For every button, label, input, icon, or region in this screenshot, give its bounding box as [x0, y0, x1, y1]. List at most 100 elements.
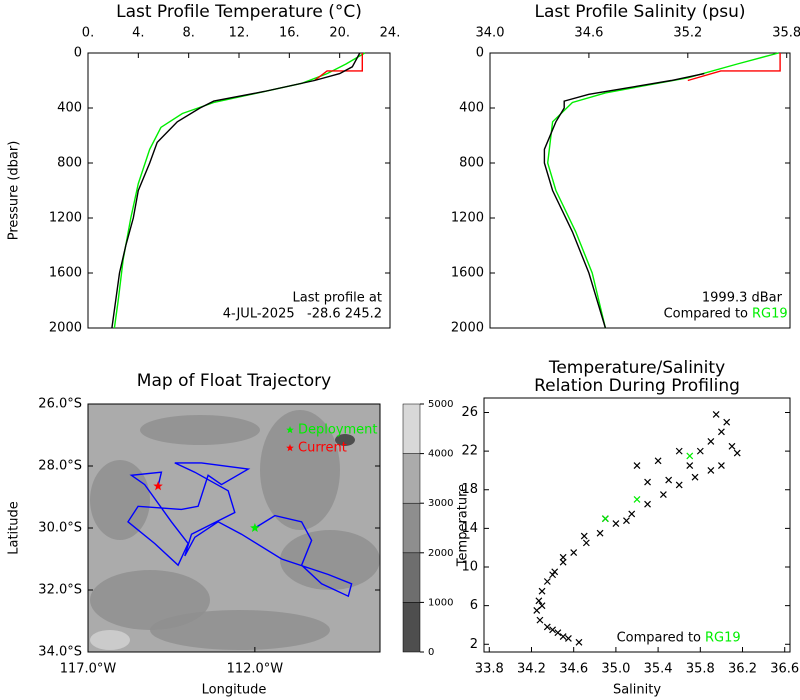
- y-tick-label: 1200: [49, 211, 82, 226]
- panel: 0 1000 2000 3000 4000 5000 Map of Float Trajec…: [7, 371, 454, 698]
- legend-label: Deployment: [298, 423, 378, 438]
- trajectory: [127, 462, 353, 598]
- x-tick-label: 35.2: [673, 26, 702, 41]
- bathymetry-patch: [280, 530, 380, 590]
- scatter-point: [559, 553, 567, 561]
- scatter-point: [707, 467, 715, 474]
- scatter-point: [717, 428, 725, 436]
- x-tick-label: 35.0: [601, 662, 630, 677]
- bathymetry-patch: [260, 410, 340, 530]
- scatter-point: [644, 478, 651, 486]
- x-tick-label: 35.4: [644, 662, 673, 677]
- chart-title: Temperature/Salinity: [548, 358, 725, 378]
- colorbar-tick-label: 3000: [428, 498, 453, 509]
- scatter-point: [538, 602, 546, 610]
- legend-label: Current: [298, 441, 347, 456]
- annotation: 4-JUL-2025 -28.6 245.2: [223, 307, 382, 322]
- scatter-point: [612, 520, 620, 527]
- y-tick-label: 1200: [451, 211, 484, 226]
- colorbar-band: [402, 502, 421, 554]
- scatter-point: [644, 500, 651, 508]
- y-tick-label: 1600: [49, 266, 82, 281]
- y-axis-label: Temperature: [456, 484, 471, 567]
- scatter-point: [596, 529, 604, 537]
- scatter-point: [691, 473, 699, 481]
- reference-label: RG19: [752, 307, 788, 322]
- scatter-point: [536, 616, 544, 624]
- bathymetry-patch: [90, 460, 150, 540]
- scatter-point: [723, 418, 731, 426]
- colorbar-tick-label: 1000: [428, 597, 453, 608]
- y-tick-label: 6: [470, 598, 478, 613]
- scatter-point: [633, 495, 641, 503]
- y-tick-label: 32.0°S: [38, 583, 82, 598]
- bathymetry-patch: [140, 415, 260, 445]
- y-tick-label: 34.0°S: [38, 645, 82, 660]
- scatter-point: [575, 638, 583, 646]
- scatter-point: [623, 517, 630, 525]
- x-tick-label: 20.: [329, 26, 350, 41]
- y-tick-label: 30.0°S: [38, 521, 82, 536]
- x-tick-label: 34.6: [574, 26, 603, 41]
- profile-line: [687, 53, 781, 82]
- colorbar-tick-label: 2000: [428, 548, 453, 559]
- colorbar-band: [402, 552, 421, 603]
- scatter-point: [543, 623, 551, 631]
- annotation: Compared to: [664, 307, 748, 322]
- scatter-point: [533, 607, 541, 614]
- chart-title: Last Profile Salinity (psu): [534, 2, 745, 22]
- x-tick-label: 36.6: [770, 662, 799, 677]
- chart-title: Relation During Profiling: [534, 376, 740, 396]
- y-axis-label: Latitude: [7, 501, 22, 555]
- y-axis-label: Pressure (dbar): [7, 141, 22, 241]
- scatter-point: [633, 462, 641, 470]
- x-tick-label: 117.0°W: [60, 662, 117, 677]
- scatter-point: [717, 462, 725, 470]
- scatter-point: [686, 452, 694, 460]
- bathymetry-patch: [335, 434, 355, 446]
- x-tick-label: 8.: [182, 26, 194, 41]
- scatter-point: [543, 578, 551, 585]
- x-tick-label: 112.0°W: [227, 662, 284, 677]
- y-tick-label: 2000: [451, 321, 484, 336]
- scatter-point: [538, 587, 546, 595]
- x-tick-label: 34.2: [517, 662, 546, 677]
- y-tick-label: 800: [57, 156, 82, 171]
- colorbar-tick-label: 5000: [428, 399, 453, 410]
- y-tick-label: 28.0°S: [38, 459, 82, 474]
- panel: Last Profile Salinity (psu) 34.0 34.6 35.2 3…: [451, 2, 800, 336]
- scatter-point: [686, 462, 694, 470]
- scatter-point: [601, 515, 609, 523]
- annotation: Compared to: [617, 631, 701, 646]
- scatter-point: [696, 447, 704, 455]
- y-tick-label: 18: [461, 482, 478, 497]
- scatter-point: [554, 629, 562, 637]
- bathymetry-patch: [150, 610, 330, 650]
- x-tick-label: 24.: [380, 26, 401, 41]
- x-tick-label: 36.2: [728, 662, 757, 677]
- scatter-point: [628, 510, 636, 518]
- annotation: Last profile at: [293, 291, 382, 306]
- colorbar-tick-label: 0: [428, 647, 434, 658]
- scatter-point: [535, 597, 543, 605]
- x-tick-label: 4.: [132, 26, 144, 41]
- x-tick-label: 33.8: [475, 662, 504, 677]
- plot-frame: [489, 52, 791, 329]
- bathymetry-patch: [90, 630, 130, 650]
- chart-title: Last Profile Temperature (°C): [116, 2, 362, 22]
- scatter-point: [570, 549, 578, 556]
- legend-symbol: [286, 426, 294, 434]
- scatter-point: [582, 539, 590, 547]
- marker-star: [250, 523, 260, 532]
- colorbar-tick-label: 4000: [428, 449, 453, 460]
- scatter-point: [707, 438, 715, 445]
- y-tick-label: 400: [57, 101, 82, 116]
- scatter-point: [580, 532, 588, 540]
- plot-frame: [87, 52, 391, 329]
- colorbar-band: [402, 453, 421, 504]
- x-tick-label: 0.: [82, 26, 94, 41]
- y-tick-label: 2: [470, 637, 478, 652]
- x-tick-label: 34.6: [559, 662, 588, 677]
- bathymetry-patch: [90, 570, 210, 630]
